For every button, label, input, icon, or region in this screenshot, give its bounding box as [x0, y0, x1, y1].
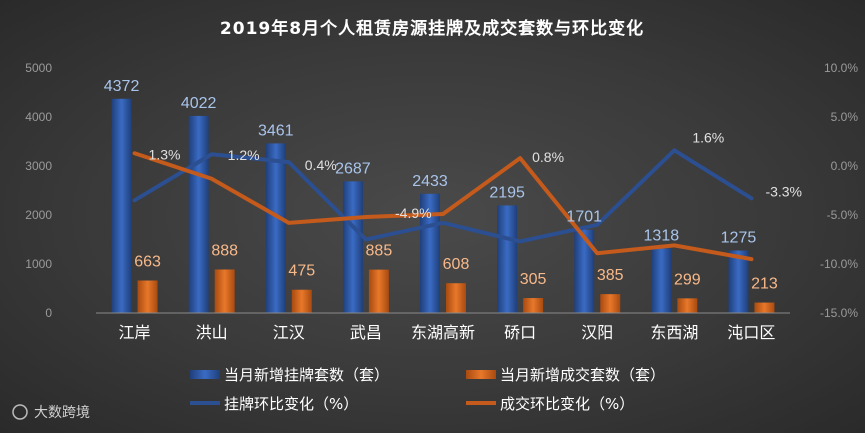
deal-value-label: 385 — [597, 267, 624, 284]
category-label: 武昌 — [350, 323, 382, 342]
deal-bar — [137, 280, 158, 313]
left-tick-label: 3000 — [25, 159, 52, 173]
legend-swatch — [466, 370, 496, 379]
listing-value-label: 4372 — [104, 78, 140, 95]
deal-value-label: 663 — [134, 254, 161, 271]
deal-bar — [368, 269, 389, 313]
listing-mom-label: 1.6% — [692, 129, 724, 145]
deal-bar — [600, 294, 621, 313]
left-tick-label: 5000 — [25, 61, 52, 75]
legend-label: 挂牌环比变化（%） — [224, 395, 358, 413]
left-tick-label: 2000 — [25, 208, 52, 222]
bars-group — [111, 98, 775, 313]
listing-bar — [265, 143, 286, 313]
category-label: 洪山 — [196, 323, 228, 342]
listing-value-label: 2687 — [335, 160, 371, 177]
category-label: 江岸 — [119, 323, 151, 342]
left-axis: 0 1000 2000 3000 4000 5000 — [25, 61, 52, 320]
deal-value-label: 475 — [288, 263, 315, 280]
right-tick-label: -15.0% — [820, 306, 858, 320]
right-tick-label: 5.0% — [831, 110, 859, 124]
listing-value-label: 4022 — [181, 95, 217, 112]
left-tick-label: 1000 — [25, 257, 52, 271]
deal-value-label: 885 — [366, 243, 393, 260]
logo-icon — [12, 404, 28, 420]
listing-mom-label: -3.3% — [765, 183, 802, 199]
category-label: 东湖高新 — [411, 323, 475, 342]
deal-value-label: 888 — [211, 242, 238, 259]
category-label: 东西湖 — [650, 323, 698, 342]
listing-bar — [574, 229, 595, 313]
listing-mom-line — [132, 148, 754, 244]
listing-bar — [728, 250, 749, 313]
listing-bar — [188, 115, 209, 313]
deal-value-label: 305 — [520, 271, 547, 288]
category-axis: 江岸 洪山 江汉 武昌 东湖高新 硚口 汉阳 东西湖 沌口区 — [119, 323, 776, 342]
listing-value-label: 3461 — [258, 122, 294, 139]
deal-value-label: 299 — [674, 271, 701, 288]
legend: 当月新增挂牌套数（套） 当月新增成交套数（套） 挂牌环比变化（%） 成交环比变化（%） — [190, 366, 665, 413]
right-tick-label: 10.0% — [824, 61, 858, 75]
listing-mom-label: 1.2% — [228, 147, 260, 163]
deal-mom-line — [132, 151, 754, 262]
right-tick-label: -5.0% — [827, 208, 859, 222]
category-label: 沌口区 — [727, 323, 775, 342]
listing-bar — [342, 181, 363, 313]
listing-bar — [497, 205, 518, 313]
deal-bar — [677, 298, 698, 313]
category-label: 江汉 — [273, 323, 305, 342]
listing-value-label: 1275 — [721, 230, 757, 247]
category-label: 硚口 — [504, 323, 536, 342]
right-axis: -15.0% -10.0% -5.0% 0.0% 5.0% 10.0% — [820, 61, 858, 320]
listing-value-label: 1318 — [644, 227, 680, 244]
deal-value-label: 608 — [443, 256, 470, 273]
left-tick-label: 4000 — [25, 110, 52, 124]
deal-bar — [446, 283, 466, 313]
listing-value-label: 1701 — [566, 209, 602, 226]
legend-label: 当月新增挂牌套数（套） — [224, 366, 389, 384]
listing-mom-label: 0.4% — [305, 157, 337, 173]
deal-bar — [291, 289, 312, 313]
chart-title: 2019年8月个人租赁房源挂牌及成交套数与环比变化 — [220, 18, 644, 39]
listing-bar — [651, 248, 672, 313]
listing-value-label: 2195 — [489, 184, 525, 201]
deal-bar — [754, 302, 775, 313]
left-tick-label: 0 — [45, 306, 52, 320]
deal-mom-label: 1.3% — [149, 146, 181, 162]
deal-mom-label: 0.8% — [532, 149, 564, 165]
legend-label: 成交环比变化（%） — [500, 395, 634, 413]
lines-group — [132, 148, 754, 262]
listing-bar — [111, 98, 132, 313]
logo: 大数跨境 — [12, 404, 90, 421]
logo-text: 大数跨境 — [34, 405, 90, 421]
legend-label: 当月新增成交套数（套） — [500, 366, 665, 384]
right-tick-label: 0.0% — [831, 159, 859, 173]
listing-value-label: 2433 — [412, 173, 448, 190]
value-labels: 4372 663 4022 888 3461 475 2687 885 2433 608 2195 3… — [104, 78, 802, 293]
deal-bar — [523, 298, 544, 313]
deal-value-label: 213 — [751, 276, 778, 293]
deal-bar — [214, 269, 235, 313]
deal-mom-label: -4.9% — [395, 205, 432, 221]
right-tick-label: -10.0% — [820, 257, 858, 271]
category-label: 汉阳 — [581, 323, 613, 342]
legend-swatch — [190, 370, 220, 379]
